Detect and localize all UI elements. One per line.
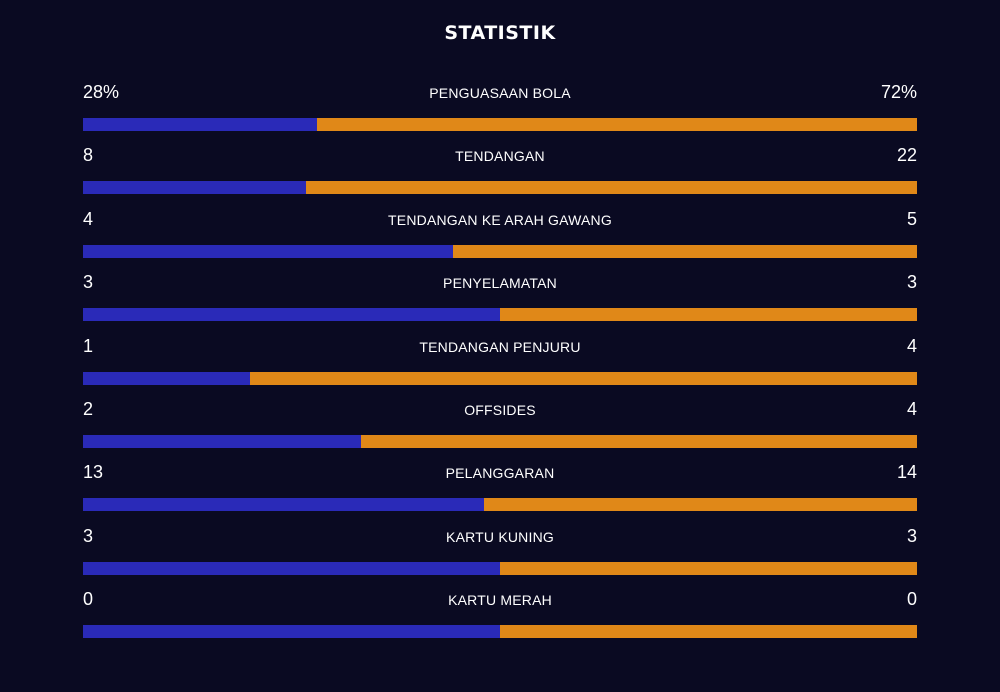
comparison-bar bbox=[83, 434, 917, 448]
away-bar-segment bbox=[500, 561, 917, 575]
away-bar-segment bbox=[360, 434, 917, 448]
stat-row: 2 OFFSIDES 4 bbox=[83, 395, 917, 458]
away-bar-segment bbox=[305, 181, 917, 195]
stat-row: 0 KARTU MERAH 0 bbox=[83, 585, 917, 648]
away-value: 3 bbox=[906, 525, 917, 546]
home-bar-segment bbox=[83, 625, 500, 639]
home-bar-segment bbox=[83, 244, 454, 258]
away-value: 3 bbox=[906, 272, 917, 293]
stat-header: 3 PENYELAMATAN 3 bbox=[83, 268, 917, 302]
comparison-bar bbox=[83, 181, 917, 195]
stat-label: TENDANGAN KE ARAH GAWANG bbox=[388, 211, 612, 228]
away-bar-segment bbox=[484, 498, 917, 512]
stat-row: 1 TENDANGAN PENJURU 4 bbox=[83, 332, 917, 395]
home-bar-segment bbox=[83, 434, 361, 448]
comparison-bar bbox=[83, 498, 917, 512]
away-value: 5 bbox=[906, 208, 917, 229]
stat-row: 3 PENYELAMATAN 3 bbox=[83, 268, 917, 331]
stat-row: 3 KARTU KUNING 3 bbox=[83, 522, 917, 585]
stat-row: 8 TENDANGAN 22 bbox=[83, 141, 917, 204]
home-value: 8 bbox=[83, 145, 94, 166]
stat-header: 3 KARTU KUNING 3 bbox=[83, 522, 917, 556]
home-value: 0 bbox=[83, 589, 94, 610]
comparison-bar bbox=[83, 244, 917, 258]
away-bar-segment bbox=[453, 244, 917, 258]
stat-header: 0 KARTU MERAH 0 bbox=[83, 585, 917, 619]
home-value: 1 bbox=[83, 335, 94, 356]
away-bar-segment bbox=[249, 371, 917, 385]
away-bar-segment bbox=[316, 118, 917, 131]
home-bar-segment bbox=[83, 371, 250, 385]
stats-list: 28% PENGUASAAN BOLA 72% 8 TENDANGAN 22 4 TENDAN… bbox=[83, 78, 917, 649]
home-value: 3 bbox=[83, 272, 94, 293]
home-value: 2 bbox=[83, 398, 94, 419]
stat-label: KARTU KUNING bbox=[446, 528, 554, 545]
home-bar-segment bbox=[83, 181, 306, 195]
stat-label: OFFSIDES bbox=[464, 401, 536, 418]
stat-header: 4 TENDANGAN KE ARAH GAWANG 5 bbox=[83, 205, 917, 239]
stat-label: KARTU MERAH bbox=[448, 592, 552, 609]
away-value: 22 bbox=[896, 145, 917, 166]
comparison-bar bbox=[83, 561, 917, 575]
stat-header: 1 TENDANGAN PENJURU 4 bbox=[83, 332, 917, 366]
comparison-bar bbox=[83, 308, 917, 322]
comparison-bar bbox=[83, 371, 917, 385]
stat-row: 4 TENDANGAN KE ARAH GAWANG 5 bbox=[83, 205, 917, 268]
stat-label: TENDANGAN PENJURU bbox=[419, 338, 581, 355]
stat-header: 2 OFFSIDES 4 bbox=[83, 395, 917, 429]
stat-label: PENGUASAAN BOLA bbox=[429, 85, 571, 101]
stats-title: STATISTIK bbox=[444, 22, 556, 44]
home-value: 3 bbox=[83, 525, 94, 546]
stat-header: 8 TENDANGAN 22 bbox=[83, 141, 917, 175]
home-bar-segment bbox=[83, 118, 317, 131]
away-value: 0 bbox=[906, 589, 917, 610]
away-bar-segment bbox=[500, 625, 917, 639]
away-value: 72% bbox=[880, 82, 917, 102]
stat-header: 13 PELANGGARAN 14 bbox=[83, 458, 917, 492]
stat-header: 28% PENGUASAAN BOLA 72% bbox=[83, 78, 917, 112]
away-value: 14 bbox=[896, 462, 917, 483]
home-value: 28% bbox=[83, 82, 120, 102]
stat-label: PENYELAMATAN bbox=[443, 275, 557, 292]
away-value: 4 bbox=[906, 398, 917, 419]
stat-row: 28% PENGUASAAN BOLA 72% bbox=[83, 78, 917, 141]
away-value: 4 bbox=[906, 335, 917, 356]
home-bar-segment bbox=[83, 498, 485, 512]
home-bar-segment bbox=[83, 561, 500, 575]
comparison-bar bbox=[83, 625, 917, 639]
home-value: 4 bbox=[83, 208, 94, 229]
stat-row: 13 PELANGGARAN 14 bbox=[83, 458, 917, 521]
home-bar-segment bbox=[83, 308, 500, 322]
home-value: 13 bbox=[83, 462, 104, 483]
comparison-bar bbox=[83, 118, 917, 131]
stat-label: TENDANGAN bbox=[455, 148, 545, 165]
away-bar-segment bbox=[500, 308, 917, 322]
stat-label: PELANGGARAN bbox=[445, 465, 555, 482]
